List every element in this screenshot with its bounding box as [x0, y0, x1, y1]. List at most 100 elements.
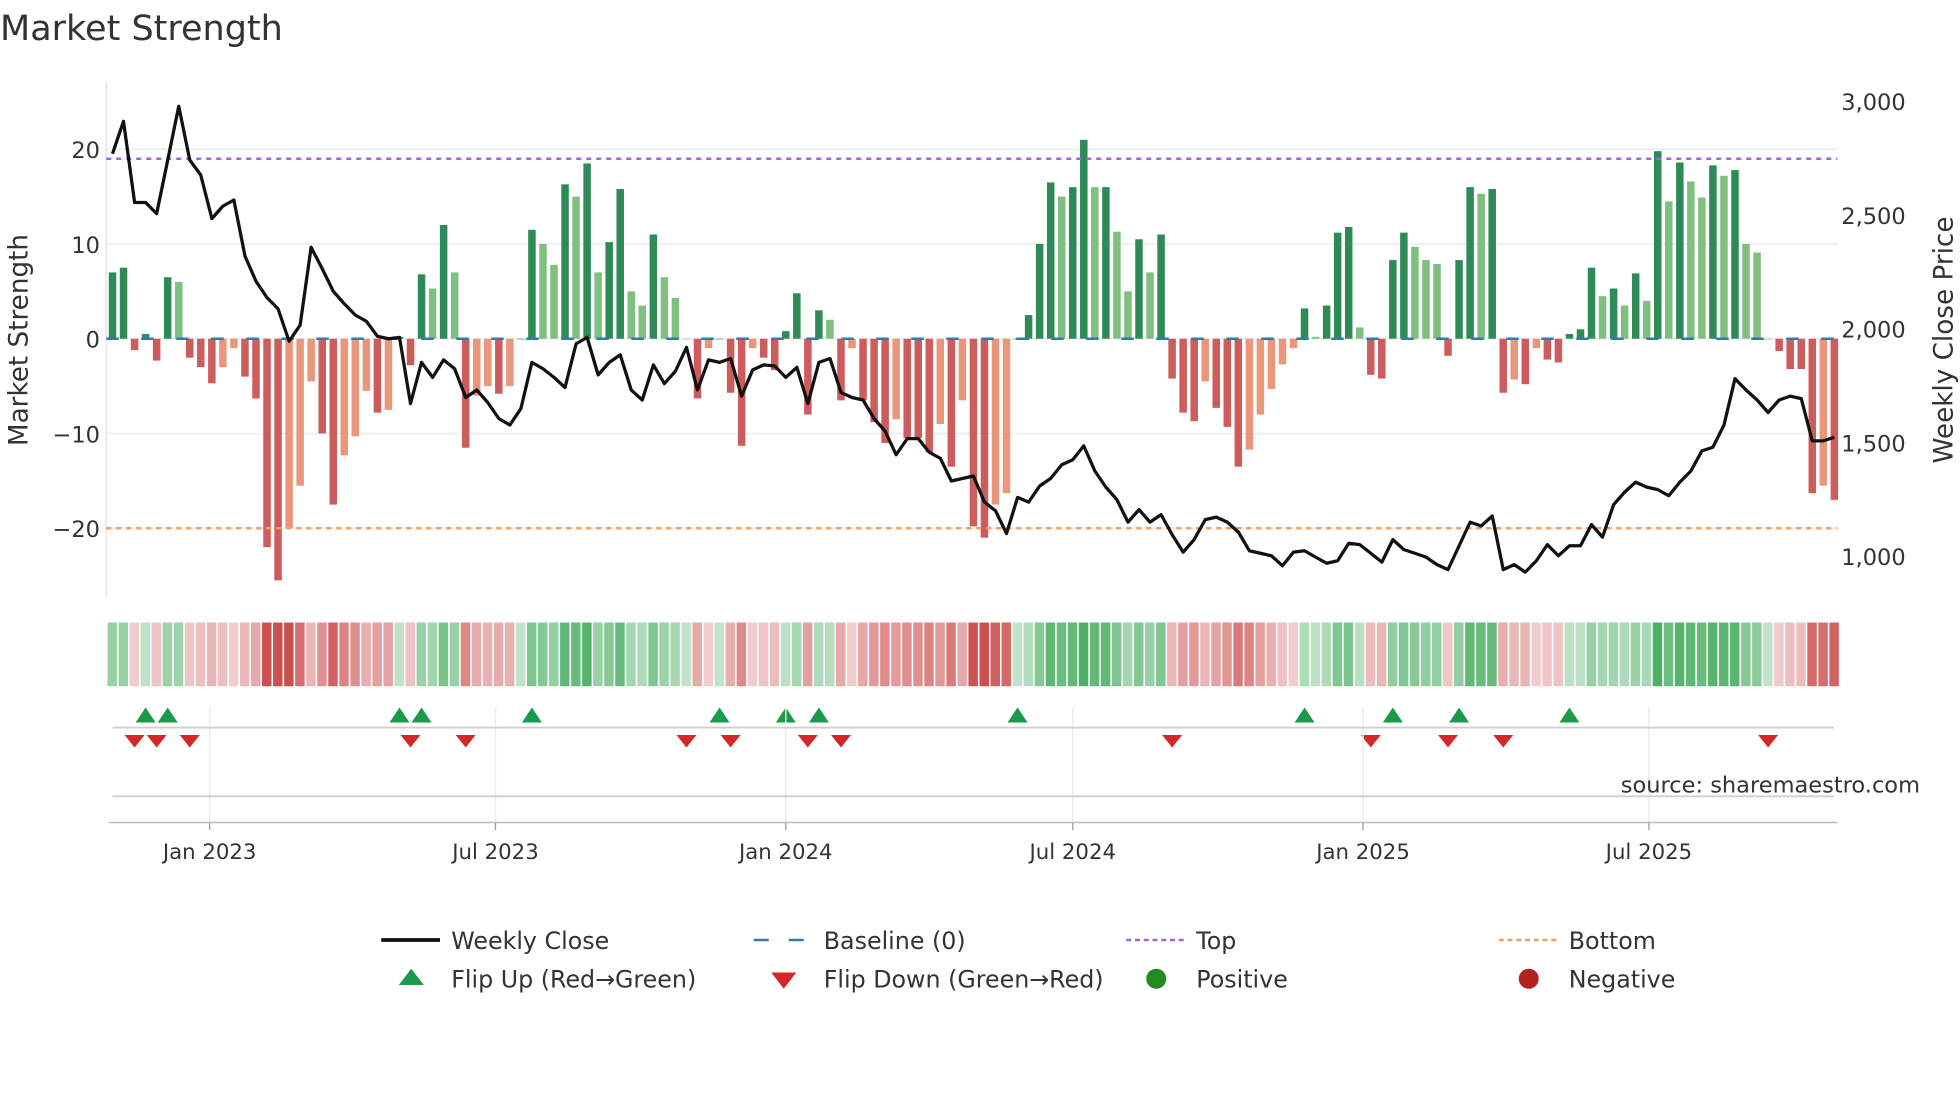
strip-cell-positive — [659, 622, 669, 687]
legend-item: Flip Down (Green→Red) — [771, 966, 1104, 994]
positive-bar — [682, 338, 691, 340]
negative-bar — [406, 338, 415, 366]
legend: Weekly Close Baseline (0) Top Bottom Flip Up… — [381, 927, 1675, 994]
positive-bar — [782, 331, 790, 339]
strip-cell-positive — [1608, 622, 1619, 687]
strip-cell-negative — [747, 622, 758, 687]
strip-cell-negative — [273, 622, 283, 687]
right-axis: 3,000 2,500 2,000 1,500 1,000 — [1841, 90, 1905, 571]
positive-bar — [439, 225, 448, 339]
positive-bar — [1488, 189, 1496, 339]
strip-cell-negative — [1796, 622, 1806, 687]
strip-cell-negative — [1818, 622, 1828, 687]
positive-bar — [1124, 291, 1132, 339]
strip-cell-positive — [681, 622, 691, 687]
strip-cell-positive — [791, 622, 802, 687]
negative-bar — [274, 338, 282, 581]
strip-cell-negative — [405, 622, 416, 687]
negative-bar — [1543, 338, 1552, 360]
negative-bar — [1168, 338, 1176, 379]
positive-bar — [108, 272, 117, 339]
strip-cell-negative — [1211, 622, 1221, 687]
negative-bar — [1797, 338, 1805, 370]
positive-bar — [561, 184, 569, 339]
strip-cell-negative — [1774, 622, 1784, 687]
negative-bar — [1819, 338, 1828, 486]
negative-bar — [947, 338, 956, 467]
positive-bar — [1146, 272, 1154, 339]
negative-bar — [1278, 338, 1287, 365]
negative-bar — [704, 338, 713, 349]
strip-cell-positive — [1111, 622, 1122, 687]
x-tick-label: Jan 2025 — [1314, 840, 1410, 865]
negative-bar — [892, 338, 900, 420]
negative-bar — [484, 338, 492, 387]
strip-cell-positive — [1564, 622, 1574, 687]
weekly-close-line — [110, 104, 1835, 574]
positive-bar — [1113, 231, 1121, 339]
strip-cell-negative — [317, 622, 327, 687]
negative-bar — [495, 338, 503, 394]
positive-bar — [1024, 315, 1033, 339]
flip-down-marker — [124, 735, 145, 748]
positive-bar — [1753, 252, 1761, 339]
strip-cell-negative — [769, 622, 780, 687]
strip-cell-positive — [1575, 622, 1585, 687]
negative-bar — [241, 338, 249, 377]
negative-bar — [1554, 338, 1563, 363]
strip-cell-negative — [924, 622, 934, 687]
left-axis: 20 10 0 −10 −20 — [53, 138, 100, 543]
strip-cell-negative — [880, 622, 890, 687]
negative-bar — [384, 338, 393, 410]
positive-bar — [539, 244, 547, 339]
strip-cell-positive — [1641, 622, 1652, 687]
positive-bar — [1598, 296, 1607, 339]
strip-cell-positive — [1718, 622, 1729, 687]
positive-bar — [417, 274, 426, 339]
negative-bar — [219, 338, 227, 368]
positive-bar — [815, 310, 823, 339]
flip-down-marker — [830, 735, 851, 748]
positive-bar — [1035, 244, 1044, 339]
legend-label: Top — [1195, 927, 1236, 955]
strip-cell-positive — [1663, 622, 1674, 687]
strip-cell-negative — [1266, 622, 1276, 687]
strip-cell-negative — [1233, 622, 1243, 687]
x-tick-label: Jan 2024 — [737, 840, 833, 865]
positive-bar — [1080, 139, 1088, 339]
flip-down-marker — [676, 735, 697, 748]
negative-bar — [1444, 338, 1452, 356]
negative-bar — [991, 338, 1000, 505]
strip-cell-positive — [1310, 622, 1321, 687]
strip-cell-negative — [1542, 622, 1552, 687]
y2-tick-label: 2,500 — [1841, 204, 1905, 230]
flip-down-marker — [1360, 735, 1381, 748]
strip-cell-positive — [1454, 622, 1464, 687]
negative-bar — [296, 338, 304, 486]
positive-bar — [605, 242, 613, 339]
negative-bar — [1179, 338, 1187, 413]
strip-cell-positive — [173, 622, 184, 687]
strip-cell-positive — [515, 622, 526, 687]
strength-bars — [108, 139, 1839, 581]
legend-label: Bottom — [1569, 927, 1656, 955]
strip-cell-negative — [1520, 622, 1530, 687]
strip-cell-negative — [129, 622, 140, 687]
positive-bar — [616, 189, 624, 339]
positive-bar — [1300, 308, 1309, 339]
positive-bar — [1433, 263, 1441, 339]
strip-cell-positive — [549, 622, 559, 687]
negative-bar — [837, 338, 845, 401]
negative-bar — [1190, 338, 1198, 422]
strip-cell-negative — [692, 622, 702, 687]
flip-up-marker — [411, 707, 432, 723]
flip-down-marker — [1162, 735, 1183, 748]
strip-cell-negative — [703, 622, 714, 687]
chart-title: Market Strength — [0, 9, 283, 49]
positive-bar — [671, 298, 680, 339]
y-tick-label: 10 — [71, 233, 100, 259]
positive-bar — [428, 288, 437, 339]
strip-cell-positive — [449, 622, 460, 687]
strip-cell-positive — [1056, 622, 1067, 687]
y-tick-label: −20 — [53, 517, 100, 543]
